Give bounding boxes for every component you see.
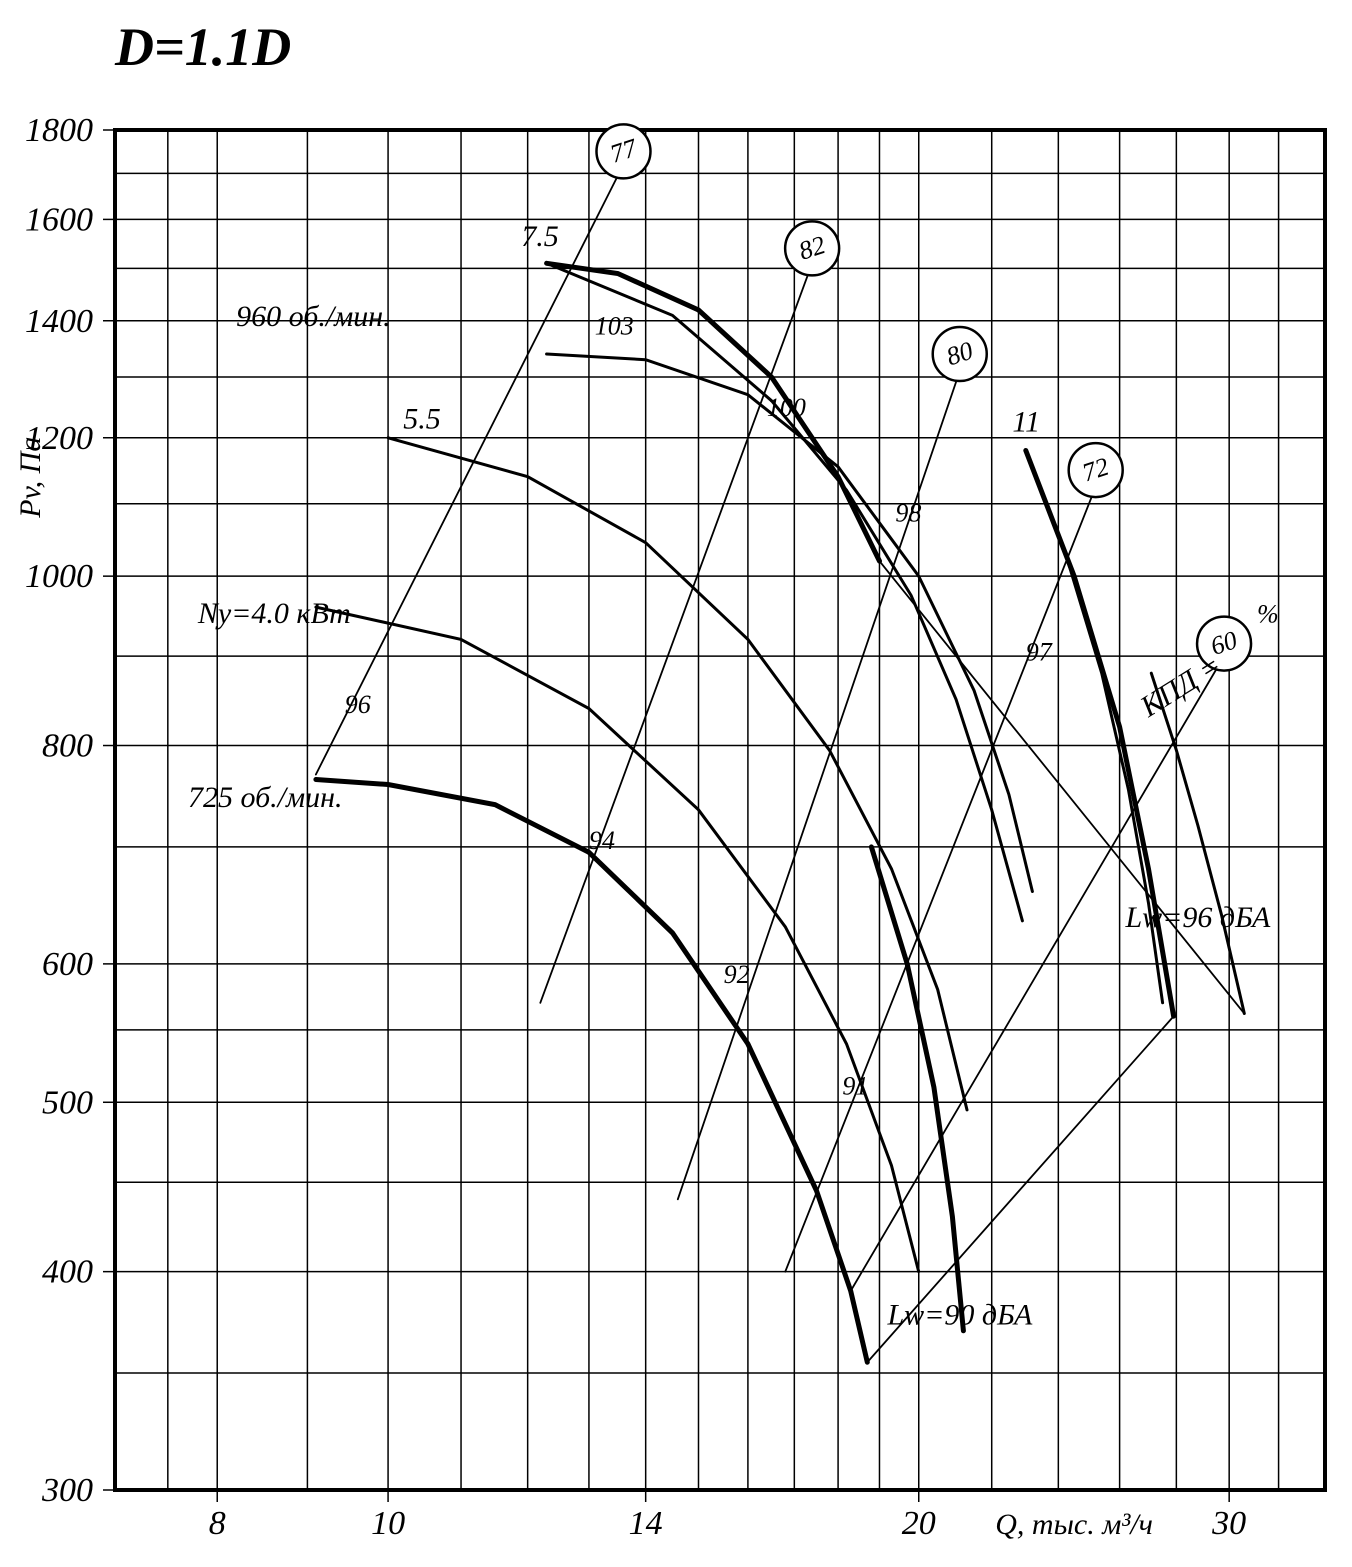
svg-text:%: % <box>1257 600 1279 629</box>
svg-text:1400: 1400 <box>25 303 93 340</box>
svg-text:11: 11 <box>1012 405 1040 438</box>
svg-text:14: 14 <box>629 1505 663 1542</box>
svg-text:КПД =: КПД = <box>1134 649 1227 724</box>
svg-text:94: 94 <box>589 826 615 855</box>
svg-text:96: 96 <box>345 690 371 719</box>
svg-text:1000: 1000 <box>25 558 93 595</box>
svg-text:20: 20 <box>902 1505 936 1542</box>
svg-text:Pv, Па: Pv, Па <box>14 437 47 519</box>
svg-text:960 об./мин.: 960 об./мин. <box>236 300 391 333</box>
svg-text:600: 600 <box>42 946 93 983</box>
svg-text:7.5: 7.5 <box>521 220 559 253</box>
svg-text:5.5: 5.5 <box>403 402 441 435</box>
svg-text:97: 97 <box>1026 637 1053 666</box>
svg-text:300: 300 <box>41 1472 93 1509</box>
svg-text:1600: 1600 <box>25 201 93 238</box>
svg-text:92: 92 <box>724 960 750 989</box>
svg-text:400: 400 <box>42 1254 93 1291</box>
svg-text:Q, тыс. м³/ч: Q, тыс. м³/ч <box>995 1508 1153 1541</box>
svg-text:103: 103 <box>595 311 634 340</box>
svg-text:100: 100 <box>767 393 806 422</box>
svg-text:10: 10 <box>371 1505 405 1542</box>
fan-chart: D=1.1D 300400500600800100012001400160018… <box>0 0 1352 1567</box>
svg-text:91: 91 <box>842 1072 868 1101</box>
svg-text:8: 8 <box>209 1505 226 1542</box>
svg-text:98: 98 <box>895 498 921 527</box>
chart-title: D=1.1D <box>114 17 291 77</box>
svg-text:725 об./мин.: 725 об./мин. <box>188 781 343 814</box>
svg-text:Ny=4.0 кВт: Ny=4.0 кВт <box>197 597 351 630</box>
svg-text:Lw=96 дБА: Lw=96 дБА <box>1124 901 1271 934</box>
svg-text:Lw=90 дБА: Lw=90 дБА <box>886 1299 1033 1332</box>
svg-text:500: 500 <box>42 1084 93 1121</box>
svg-text:800: 800 <box>42 728 93 765</box>
svg-text:30: 30 <box>1211 1505 1246 1542</box>
svg-text:1800: 1800 <box>25 112 93 149</box>
